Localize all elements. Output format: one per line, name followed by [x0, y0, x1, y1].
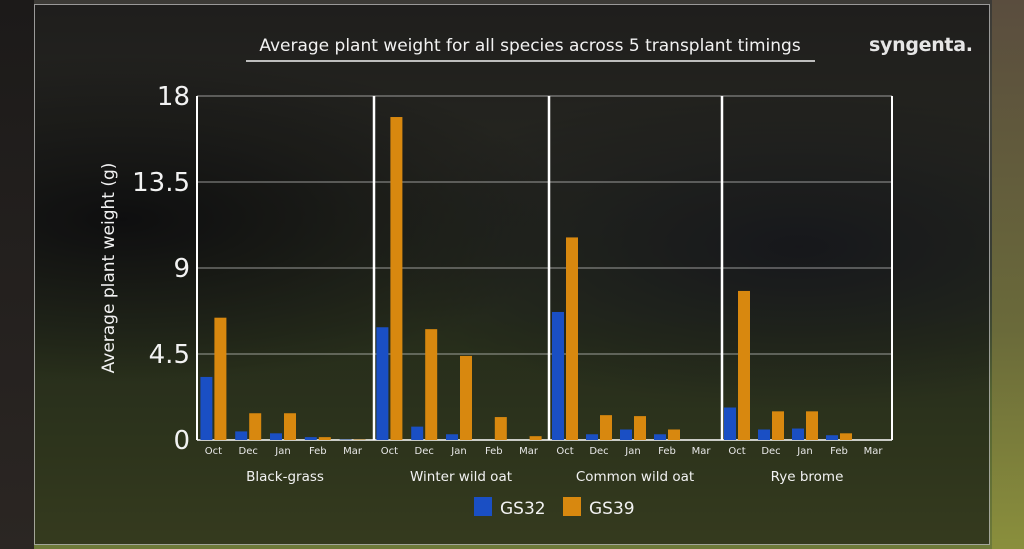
x-tick-label: Feb: [485, 446, 503, 457]
bar: [249, 413, 262, 440]
bar: [792, 428, 804, 440]
x-tick-label: Mar: [692, 446, 712, 457]
x-tick-label: Dec: [239, 446, 258, 457]
legend-label: GS39: [589, 499, 635, 519]
bar: [270, 433, 282, 440]
bar: [620, 429, 632, 440]
x-tick-label: Oct: [728, 446, 745, 457]
y-tick-label: 0: [173, 426, 190, 456]
bar: [724, 407, 736, 440]
brand-logo: syngenta.: [869, 34, 973, 56]
bar: [235, 431, 248, 440]
group-label: Common wild oat: [576, 469, 694, 485]
bar: [566, 237, 578, 440]
x-tick-label: Mar: [864, 446, 884, 457]
bar: [494, 417, 507, 440]
group-label: Rye brome: [771, 469, 844, 485]
bar: [376, 327, 389, 440]
x-tick-label: Feb: [830, 446, 848, 457]
x-tick-label: Jan: [274, 446, 290, 457]
x-tick-label: Oct: [381, 446, 398, 457]
bar: [304, 437, 317, 440]
group-label: Winter wild oat: [410, 469, 512, 485]
y-tick-label: 18: [157, 82, 190, 112]
x-tick-label: Feb: [658, 446, 676, 457]
bar: [586, 434, 598, 440]
bar: [411, 426, 424, 440]
bar: [654, 434, 666, 440]
legend-swatch: [563, 497, 581, 516]
x-tick-label: Dec: [589, 446, 608, 457]
legend-label: GS32: [500, 499, 546, 519]
bar: [738, 290, 750, 440]
bar: [446, 434, 458, 440]
bar: [600, 415, 612, 440]
background-left-edge: [0, 0, 34, 549]
x-tick-label: Jan: [796, 446, 812, 457]
bar: [214, 317, 227, 440]
plot-area: 0 4.5 9 13.5 18 Oct Dec Jan Feb Mar Black-grass Oct…: [132, 82, 893, 519]
x-tick-label: Mar: [343, 446, 363, 457]
bar: [634, 416, 646, 440]
bar: [552, 311, 564, 440]
bar: [318, 437, 331, 440]
x-tick-label: Jan: [450, 446, 466, 457]
bar: [425, 329, 438, 440]
x-tick-label: Mar: [519, 446, 539, 457]
bar: [826, 435, 838, 440]
x-tick-label: Feb: [309, 446, 327, 457]
bar: [758, 429, 770, 440]
bar: [200, 376, 213, 440]
x-tick-label: Oct: [205, 446, 222, 457]
group-label: Black-grass: [246, 469, 324, 485]
bar: [460, 355, 472, 440]
x-tick-label: Jan: [624, 446, 640, 457]
y-tick-label: 9: [173, 254, 190, 284]
bar: [772, 411, 784, 440]
x-tick-label: Dec: [761, 446, 780, 457]
bar: [390, 117, 403, 441]
y-axis-label: Average plant weight (g): [99, 163, 119, 374]
chart-title: Average plant weight for all species acr…: [259, 36, 800, 56]
background-right-edge: [992, 0, 1024, 549]
legend-swatch: [474, 497, 492, 516]
y-tick-label: 13.5: [132, 168, 190, 198]
bar: [284, 413, 296, 440]
bar: [668, 429, 680, 440]
x-tick-label: Oct: [556, 446, 573, 457]
bar: [840, 433, 852, 440]
bar: [806, 411, 818, 440]
bar: [529, 436, 542, 440]
y-tick-label: 4.5: [149, 340, 190, 370]
chart-panel: [34, 4, 990, 545]
x-tick-label: Dec: [415, 446, 434, 457]
